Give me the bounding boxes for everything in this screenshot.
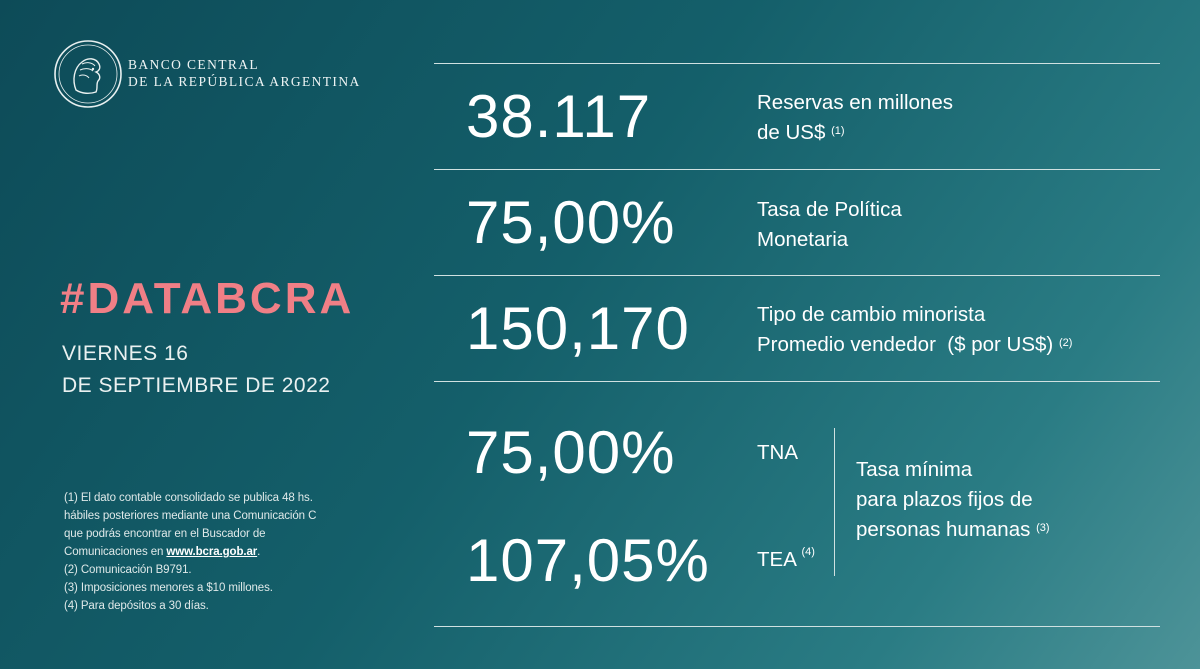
fixed-term-line2: para plazos fijos de	[856, 488, 1033, 511]
fixed-term-line1: Tasa mínima	[856, 458, 973, 481]
footnote-1-prefix: Comunicaciones en	[64, 546, 167, 558]
footnote-2: (2) Comunicación B9791.	[64, 564, 192, 576]
exchange-rate-footnote-ref: (2)	[1058, 337, 1073, 349]
reserves-label: Reservas en millones de US$ (1)	[757, 88, 953, 148]
tea-value: 107,05%	[466, 527, 710, 594]
tea-label: TEA (4)	[757, 546, 815, 572]
footnote-1-line2: hábiles posteriores mediante una Comunic…	[64, 510, 317, 522]
bank-name-line2: DE LA REPÚBLICA ARGENTINA	[128, 74, 361, 89]
exchange-rate-label-text: Promedio vendedor ($ por US$)	[757, 333, 1054, 356]
bcra-seal-icon	[54, 40, 122, 108]
exchange-rate-value: 150,170	[466, 295, 690, 362]
footnote-1-line4: Comunicaciones en www.bcra.gob.ar.	[64, 543, 384, 561]
hashtag-title: #DATABCRA	[60, 274, 355, 323]
bank-name: BANCO CENTRAL DE LA REPÚBLICA ARGENTINA	[128, 56, 361, 90]
exchange-rate-label: Tipo de cambio minorista Promedio vended…	[757, 300, 1072, 360]
divider	[434, 275, 1160, 276]
policy-rate-label: Tasa de Política Monetaria	[757, 195, 902, 255]
tea-footnote-ref: (4)	[801, 546, 815, 558]
fixed-term-description: Tasa mínima para plazos fijos de persona…	[856, 455, 1050, 545]
bcra-website-link[interactable]: www.bcra.gob.ar	[166, 546, 258, 558]
reserves-value: 38.117	[466, 83, 652, 150]
reserves-label-line1: Reservas en millones	[757, 91, 953, 114]
weekday-date: VIERNES 16	[62, 342, 189, 365]
divider	[434, 381, 1160, 382]
policy-rate-label-line1: Tasa de Política	[757, 198, 902, 221]
footnote-1-suffix: .	[257, 546, 261, 558]
reserves-footnote-ref: (1)	[831, 125, 845, 137]
reserves-label-line2: de US$ (1)	[757, 118, 953, 148]
full-date: DE SEPTIEMBRE DE 2022	[62, 374, 331, 397]
exchange-rate-label-line2: Promedio vendedor ($ por US$) (2)	[757, 330, 1072, 360]
policy-rate-label-line2: Monetaria	[757, 228, 849, 251]
exchange-rate-label-line1: Tipo de cambio minorista	[757, 303, 986, 326]
vertical-divider	[834, 428, 835, 576]
tna-label: TNA	[757, 441, 798, 464]
fixed-term-line3-text: personas humanas	[856, 518, 1031, 541]
footnote-4: (4) Para depósitos a 30 días.	[64, 600, 209, 612]
footnote-3: (3) Imposiciones menores a $10 millones.	[64, 582, 273, 594]
divider	[434, 169, 1160, 170]
divider	[434, 626, 1160, 627]
tna-value: 75,00%	[466, 419, 676, 486]
tea-label-text: TEA	[757, 548, 796, 571]
policy-rate-value: 75,00%	[466, 189, 676, 256]
fixed-term-footnote-ref: (3)	[1036, 522, 1050, 534]
bank-name-line1: BANCO CENTRAL	[128, 57, 260, 72]
footnotes: (1) El dato contable consolidado se publ…	[64, 489, 384, 615]
footnote-1-line1: (1) El dato contable consolidado se publ…	[64, 492, 313, 504]
reserves-label-text: de US$	[757, 121, 826, 144]
fixed-term-line3: personas humanas (3)	[856, 515, 1050, 545]
footnote-1-line3: que podrás encontrar en el Buscador de	[64, 528, 266, 540]
divider	[434, 63, 1160, 64]
